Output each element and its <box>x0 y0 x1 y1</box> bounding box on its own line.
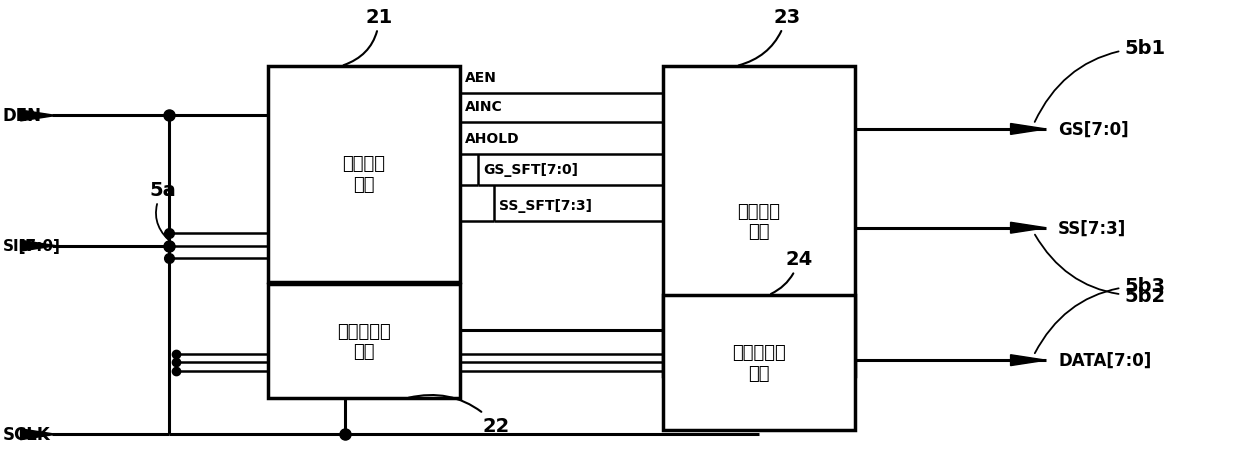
Text: SS_SFT[7:3]: SS_SFT[7:3] <box>498 198 591 212</box>
FancyBboxPatch shape <box>268 67 460 282</box>
Polygon shape <box>21 429 56 440</box>
Polygon shape <box>1011 355 1045 366</box>
Text: 地址运算
电路: 地址运算 电路 <box>738 202 780 241</box>
Text: GS_SFT[7:0]: GS_SFT[7:0] <box>482 163 578 177</box>
Text: DATA[7:0]: DATA[7:0] <box>1058 351 1152 369</box>
Text: 24: 24 <box>771 250 812 294</box>
Text: 5b1: 5b1 <box>1034 39 1166 123</box>
Text: 5b3: 5b3 <box>1035 277 1166 354</box>
Polygon shape <box>21 111 56 121</box>
Text: AHOLD: AHOLD <box>465 131 520 145</box>
Text: 21: 21 <box>343 8 393 66</box>
Polygon shape <box>21 241 56 252</box>
Text: AINC: AINC <box>465 100 502 114</box>
Text: SI[7:0]: SI[7:0] <box>2 239 61 253</box>
Text: SCLK: SCLK <box>2 425 51 443</box>
Text: SS[7:3]: SS[7:3] <box>1058 219 1126 237</box>
Text: 移位寄存器
电路: 移位寄存器 电路 <box>337 322 391 361</box>
Polygon shape <box>1011 124 1045 135</box>
Text: DEN: DEN <box>2 107 42 125</box>
Text: AEN: AEN <box>465 71 496 85</box>
Text: 23: 23 <box>739 8 800 66</box>
FancyBboxPatch shape <box>268 284 460 399</box>
Text: 5b2: 5b2 <box>1035 235 1166 305</box>
Polygon shape <box>1011 223 1045 233</box>
FancyBboxPatch shape <box>663 67 854 376</box>
Text: 5a: 5a <box>150 180 176 244</box>
Text: 地址控制
电路: 地址控制 电路 <box>342 155 386 194</box>
Text: 22: 22 <box>409 395 510 435</box>
FancyBboxPatch shape <box>663 295 854 430</box>
Text: GS[7:0]: GS[7:0] <box>1058 121 1128 139</box>
Text: 数据寄存器
电路: 数据寄存器 电路 <box>732 343 786 382</box>
